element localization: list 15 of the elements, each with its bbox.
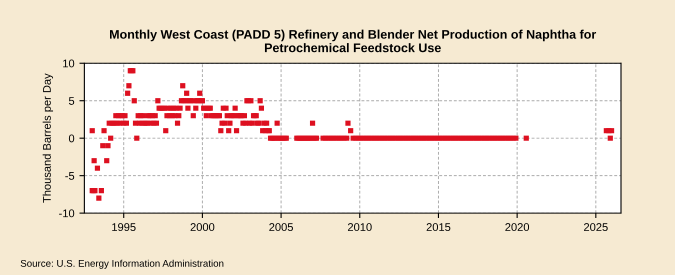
x-tick-label: 2010 xyxy=(348,223,372,232)
y-tick-label: -5 xyxy=(65,172,74,180)
y-tick-label: 10 xyxy=(63,60,74,68)
x-tick-label: 1995 xyxy=(112,223,136,232)
chart-title: Monthly West Coast (PADD 5) Refinery and Blender Net Production of Naphtha for Petrochemical Feedstock Use xyxy=(110,30,596,52)
y-tick-label: -10 xyxy=(59,209,74,218)
source-note: Source: U.S. Energy Information Administration xyxy=(20,260,224,269)
y-axis-title: Thousand Barrels per Day xyxy=(42,73,54,203)
x-tick-label: 2015 xyxy=(426,223,450,232)
x-tick-label: 2020 xyxy=(505,223,530,232)
y-tick-label: 5 xyxy=(68,97,74,105)
x-tick-label: 2025 xyxy=(584,223,608,232)
y-tick-label: 0 xyxy=(68,134,74,142)
x-tick-label: 2000 xyxy=(190,223,214,232)
x-tick-label: 2005 xyxy=(269,223,293,232)
